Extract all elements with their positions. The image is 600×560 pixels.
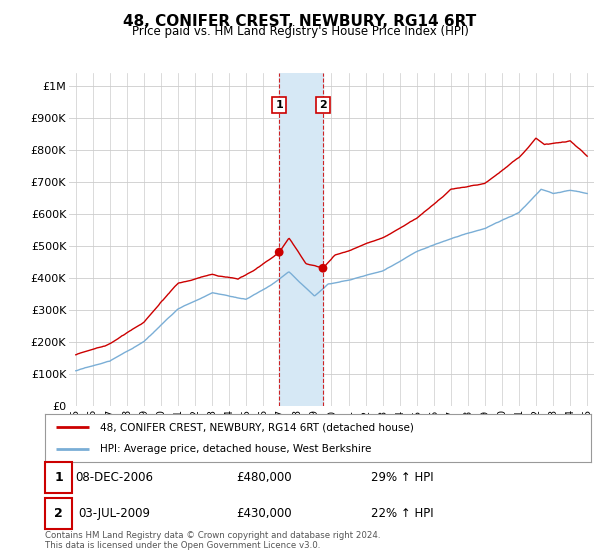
Text: 08-DEC-2006: 08-DEC-2006 [75, 470, 153, 484]
Text: 2: 2 [319, 100, 327, 110]
Point [318, 264, 328, 273]
Text: 22% ↑ HPI: 22% ↑ HPI [371, 507, 433, 520]
Point [274, 248, 284, 256]
Bar [279, 73, 323, 406]
Text: 48, CONIFER CREST, NEWBURY, RG14 6RT (detached house): 48, CONIFER CREST, NEWBURY, RG14 6RT (de… [100, 422, 413, 432]
Text: 03-JUL-2009: 03-JUL-2009 [78, 507, 150, 520]
Text: Price paid vs. HM Land Registry's House Price Index (HPI): Price paid vs. HM Land Registry's House … [131, 25, 469, 38]
Text: 48, CONIFER CREST, NEWBURY, RG14 6RT: 48, CONIFER CREST, NEWBURY, RG14 6RT [124, 14, 476, 29]
Text: 1: 1 [54, 470, 63, 484]
Text: 29% ↑ HPI: 29% ↑ HPI [371, 470, 433, 484]
Text: £430,000: £430,000 [236, 507, 292, 520]
Text: 2: 2 [54, 507, 63, 520]
Text: Contains HM Land Registry data © Crown copyright and database right 2024.
This d: Contains HM Land Registry data © Crown c… [45, 530, 380, 550]
Text: 1: 1 [275, 100, 283, 110]
Text: £480,000: £480,000 [236, 470, 292, 484]
Text: HPI: Average price, detached house, West Berkshire: HPI: Average price, detached house, West… [100, 444, 371, 454]
